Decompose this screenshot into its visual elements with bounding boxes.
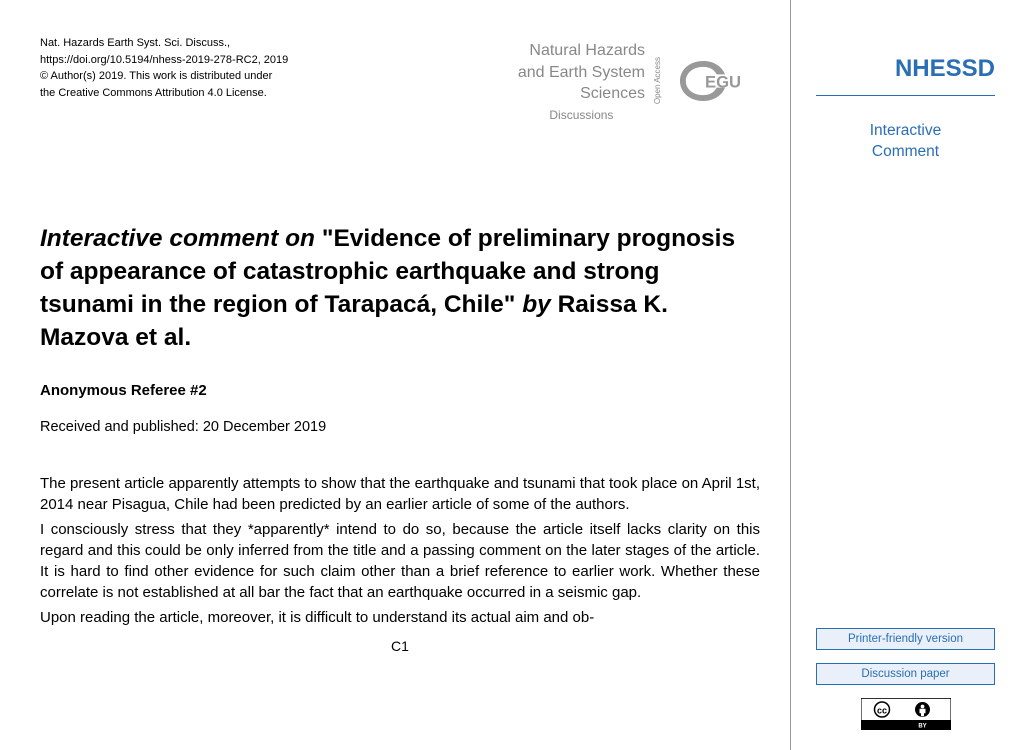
title-by: by (522, 291, 551, 318)
sidebar: NHESSD Interactive Comment Printer-frien… (790, 0, 1020, 750)
svg-text:BY: BY (918, 724, 926, 730)
citation-line4: the Creative Commons Attribution 4.0 Lic… (40, 85, 288, 102)
discussions-label: Discussions (518, 108, 645, 122)
sidebar-title[interactable]: NHESSD (816, 55, 995, 83)
sidebar-divider (816, 95, 995, 96)
open-access-label: Open Access (653, 57, 662, 104)
subtitle-line2: Comment (816, 142, 995, 163)
journal-line3: Sciences (518, 83, 645, 105)
citation-line3: © Author(s) 2019. This work is distribut… (40, 68, 288, 85)
subtitle-line1: Interactive (816, 121, 995, 142)
paragraph-3: Upon reading the article, moreover, it i… (40, 607, 760, 628)
journal-line2: and Earth System (518, 62, 645, 84)
citation-line2: https://doi.org/10.5194/nhess-2019-278-R… (40, 52, 288, 69)
journal-name: Natural Hazards and Earth System Science… (518, 40, 645, 105)
main-content: Nat. Hazards Earth Syst. Sci. Discuss., … (0, 0, 790, 750)
paragraph-2: I consciously stress that they *apparent… (40, 519, 760, 603)
page-number: C1 (40, 638, 760, 654)
discussion-paper-button[interactable]: Discussion paper (816, 663, 995, 685)
cc-license-badge[interactable]: cc BY (816, 698, 995, 730)
paragraph-1: The present article apparently attempts … (40, 473, 760, 515)
received-date: Received and published: 20 December 2019 (40, 419, 760, 435)
body-text: The present article apparently attempts … (40, 473, 760, 628)
header-row: Nat. Hazards Earth Syst. Sci. Discuss., … (40, 35, 760, 122)
title-prefix: Interactive comment on (40, 225, 315, 252)
article-title: Interactive comment on "Evidence of prel… (40, 222, 760, 354)
svg-text:EGU: EGU (705, 73, 741, 92)
egu-logo-icon: EGU (670, 56, 760, 106)
logo-block: Natural Hazards and Earth System Science… (518, 40, 760, 122)
svg-text:cc: cc (876, 705, 886, 715)
printer-friendly-button[interactable]: Printer-friendly version (816, 628, 995, 650)
sidebar-buttons: Printer-friendly version Discussion pape… (816, 628, 995, 730)
referee-label: Anonymous Referee #2 (40, 382, 760, 399)
journal-line1: Natural Hazards (518, 40, 645, 62)
citation-line1: Nat. Hazards Earth Syst. Sci. Discuss., (40, 35, 288, 52)
citation-block: Nat. Hazards Earth Syst. Sci. Discuss., … (40, 35, 288, 101)
sidebar-subtitle: Interactive Comment (816, 121, 995, 163)
cc-by-icon: cc BY (861, 698, 951, 730)
